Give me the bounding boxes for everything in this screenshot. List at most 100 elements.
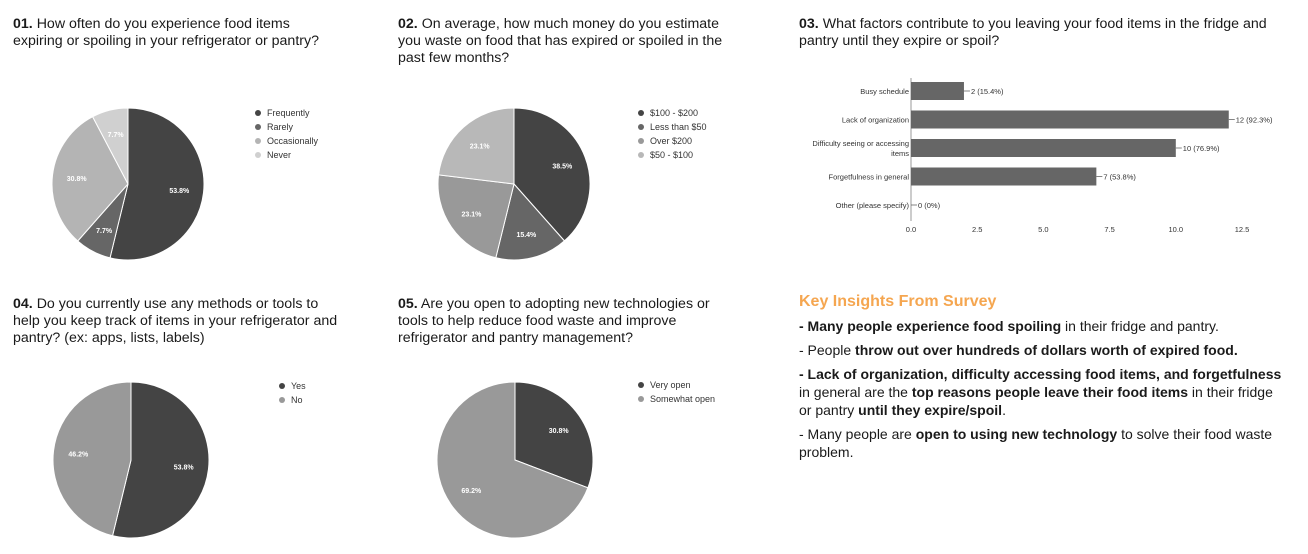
category-label: Other (please specify)	[836, 201, 910, 210]
pie-slice-label: 53.8%	[174, 464, 195, 471]
category-label: Forgetfulness in general	[829, 173, 910, 182]
legend-swatch	[255, 152, 261, 158]
bar	[911, 139, 1176, 157]
data-label: 7 (53.8%)	[1103, 173, 1136, 182]
insight-2-lead: - People	[799, 342, 856, 358]
insight-3-text-3: .	[1002, 402, 1006, 418]
pie-slice	[51, 116, 129, 242]
legend-item: Very open	[638, 378, 715, 392]
pie-slice-label: 7.7%	[108, 132, 125, 139]
pie-slice-label: 15.4%	[516, 232, 537, 239]
legend-item: Rarely	[255, 120, 318, 134]
x-tick-label: 7.5	[1104, 225, 1114, 234]
pie-slice	[513, 107, 591, 242]
pie-slice	[495, 182, 566, 261]
insights-title: Key Insights From Survey	[799, 293, 997, 310]
frequency-pie-chart: 53.8% 7.7% 30.8% 7.7%	[51, 107, 205, 261]
data-label: 10 (76.9%)	[1183, 144, 1220, 153]
legend-swatch	[279, 397, 285, 403]
money-wasted-pie-chart: 38.5% 15.4% 23.1% 23.1%	[437, 107, 591, 261]
question-1-text: How often do you experience food items e…	[13, 16, 319, 49]
legend-item: Occasionally	[255, 134, 318, 148]
pie-slice-label: 38.5%	[552, 164, 573, 171]
insight-2: - People throw out over hundreds of doll…	[799, 341, 1289, 359]
insight-4-bold: open to using new technology	[915, 426, 1118, 442]
pie-slice	[436, 381, 589, 539]
question-5: 05. Are you open to adopting new technol…	[398, 296, 728, 347]
data-label: 2 (15.4%)	[971, 87, 1004, 96]
question-3-number: 03.	[799, 16, 819, 32]
question-2-number: 02.	[398, 16, 418, 32]
legend-label: Somewhat open	[650, 394, 716, 404]
legend-label: Yes	[291, 381, 306, 391]
legend-label: Occasionally	[267, 136, 319, 146]
tech-openness-pie-legend: Very open Somewhat open	[638, 378, 715, 406]
legend-label: Frequently	[267, 108, 310, 118]
pie-slice	[437, 107, 515, 185]
bar	[911, 82, 964, 100]
insight-3-bold-2: top reasons people leave their food item…	[911, 384, 1189, 400]
insight-3: - Lack of organization, difficulty acces…	[799, 365, 1289, 419]
pie-slice	[514, 381, 594, 489]
bar	[911, 167, 1097, 186]
tech-openness-pie-chart: 30.8% 69.2%	[436, 381, 594, 539]
pie-slice	[52, 381, 132, 537]
tracking-tools-pie-legend: Yes No	[279, 379, 306, 407]
pie-slice	[109, 107, 205, 261]
legend-item: Over $200	[638, 134, 707, 148]
pie-slice-label: 69.2%	[461, 488, 482, 495]
legend-label: Very open	[650, 380, 691, 390]
insight-4-text: to solve their food waste problem.	[799, 426, 1273, 460]
insight-1-text: in their fridge and pantry.	[1061, 318, 1219, 334]
question-2: 02. On average, how much money do you es…	[398, 16, 738, 67]
data-label: 12 (92.3%)	[1236, 116, 1273, 125]
insight-1-bold: - Many people experience food spoiling	[799, 318, 1062, 334]
bar	[911, 110, 1229, 129]
legend-label: $50 - $100	[650, 150, 694, 160]
insight-3-bold: - Lack of organization, difficulty acces…	[799, 366, 1282, 382]
x-tick-label: 10.0	[1168, 225, 1183, 234]
insight-2-bold: throw out over hundreds of dollars worth…	[855, 342, 1238, 358]
pie-slice-label: 30.8%	[67, 176, 88, 183]
data-label: 0 (0%)	[918, 201, 941, 210]
pie-slice-label: 23.1%	[462, 211, 483, 218]
insight-4: - Many people are open to using new tech…	[799, 425, 1289, 461]
insight-4-lead: - Many people are	[799, 426, 916, 442]
legend-item: No	[279, 393, 306, 407]
x-tick-label: 0.0	[906, 225, 916, 234]
pie-slice-label: 7.7%	[96, 228, 113, 235]
pie-slice	[91, 107, 129, 185]
legend-label: Rarely	[267, 122, 294, 132]
legend-item: Less than $50	[638, 120, 707, 134]
legend-item: Somewhat open	[638, 392, 715, 406]
legend-swatch	[279, 383, 285, 389]
category-label: Busy schedule	[860, 87, 909, 96]
legend-swatch	[255, 138, 261, 144]
category-label: Lack of organization	[842, 116, 909, 125]
question-1-number: 01.	[13, 16, 33, 32]
question-4-text: Do you currently use any methods or tool…	[13, 296, 338, 346]
legend-item: Never	[255, 148, 318, 162]
legend-swatch	[638, 396, 644, 402]
question-4-number: 04.	[13, 296, 33, 312]
x-tick-label: 5.0	[1038, 225, 1048, 234]
key-insights: Key Insights From Survey - Many people e…	[799, 293, 1289, 467]
legend-swatch	[638, 110, 644, 116]
insight-1: - Many people experience food spoiling i…	[799, 317, 1289, 335]
question-5-text: Are you open to adopting new technologie…	[398, 296, 710, 346]
insight-3-bold-3: until they expire/spoil	[858, 402, 1003, 418]
factors-bar-chart: Busy schedule 2 (15.4%) Lack of organizati…	[812, 78, 1273, 234]
legend-swatch	[638, 138, 644, 144]
pie-slice-label: 46.2%	[68, 452, 89, 459]
legend-label: $100 - $200	[650, 108, 699, 118]
legend-item: $50 - $100	[638, 148, 707, 162]
legend-label: No	[291, 395, 303, 405]
legend-swatch	[638, 152, 644, 158]
category-label: Difficulty seeing or accessing	[812, 139, 909, 148]
question-3-text: What factors contribute to you leaving y…	[799, 16, 1267, 49]
question-2-text: On average, how much money do you estima…	[398, 16, 723, 66]
legend-item: $100 - $200	[638, 106, 707, 120]
legend-swatch	[638, 382, 644, 388]
pie-slice	[111, 381, 210, 539]
pie-slice-label: 23.1%	[470, 143, 491, 150]
